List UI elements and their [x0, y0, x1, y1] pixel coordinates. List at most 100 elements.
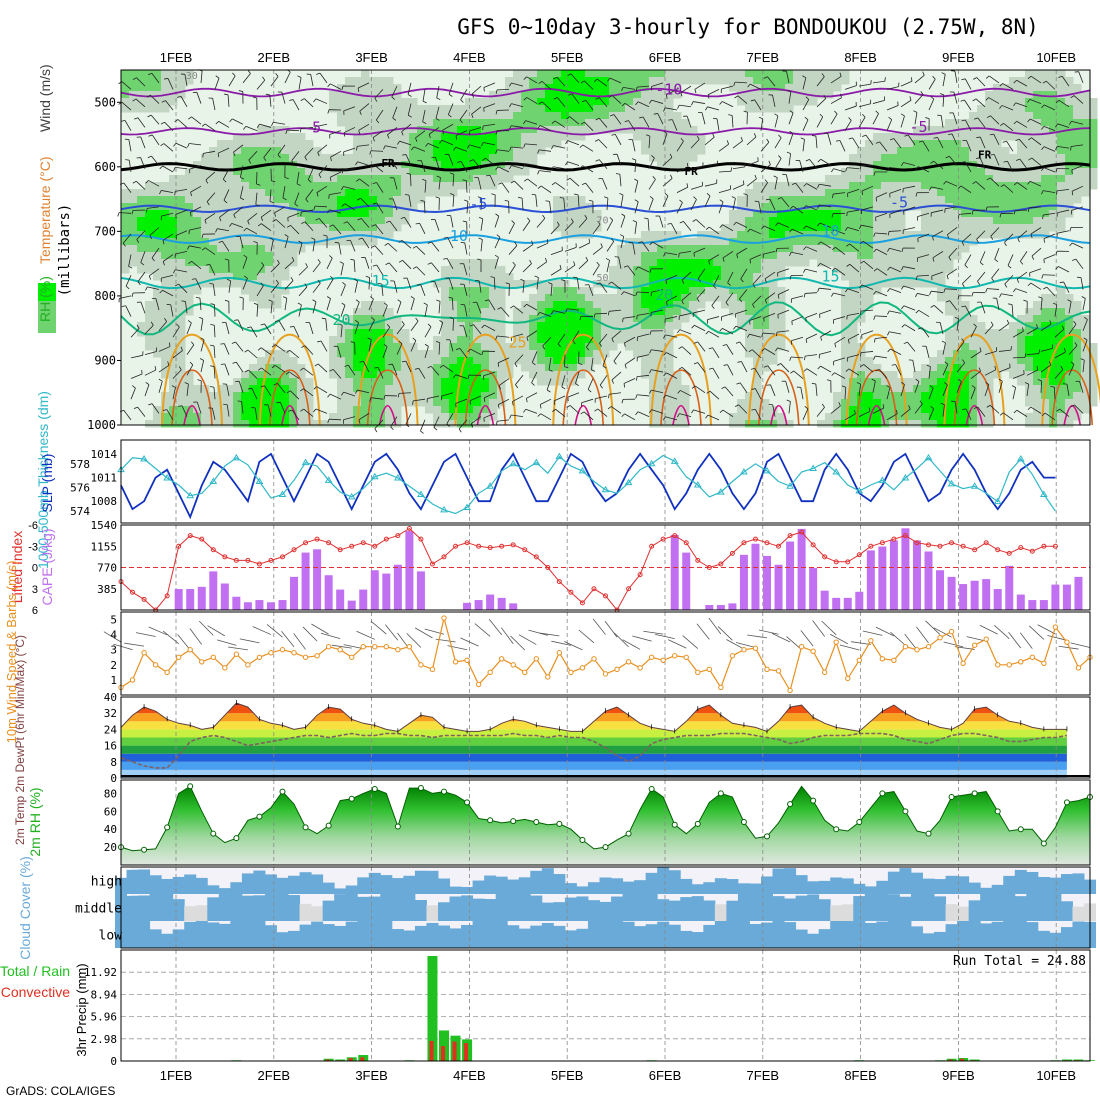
wind-barb	[497, 419, 510, 422]
rh-cell	[353, 105, 362, 113]
wind-barb	[186, 383, 189, 397]
rh-cell	[857, 245, 866, 253]
wind-barb	[140, 157, 146, 169]
rh-cell	[273, 147, 282, 155]
wind-barb-flag	[372, 202, 377, 205]
rh-cell	[1057, 315, 1066, 323]
rh-cell	[385, 350, 394, 358]
rh-cell	[1033, 217, 1042, 225]
rh-cell	[561, 378, 570, 386]
rh-cell	[233, 231, 242, 239]
rh-cell	[841, 189, 850, 197]
rh-cell	[769, 98, 778, 106]
wind-barb	[436, 86, 440, 98]
wind-barb	[317, 144, 328, 153]
rh-cell	[993, 196, 1002, 204]
rh-cell	[369, 133, 378, 141]
rh-cell	[129, 189, 138, 197]
rh-cell	[849, 231, 858, 239]
wind-barb	[332, 369, 342, 379]
rh-cell	[969, 147, 978, 155]
rh-cell	[833, 259, 842, 267]
rh-cell	[385, 371, 394, 379]
rh-cell	[457, 175, 466, 183]
rh-cell	[417, 196, 426, 204]
rh-cell	[985, 420, 994, 428]
rh-cell	[665, 133, 674, 141]
wind-barb	[548, 357, 552, 370]
wind-barb	[483, 82, 496, 88]
rh-cell	[881, 259, 890, 267]
wind-barb	[549, 201, 552, 214]
wind-barb-flag	[312, 299, 317, 303]
rh-cell	[481, 420, 490, 428]
rh-cell	[953, 196, 962, 204]
rh-cell	[1017, 371, 1026, 379]
rh-cell	[393, 399, 402, 407]
rh-cell	[593, 357, 602, 365]
rh-cell	[217, 154, 226, 162]
rh-cell	[193, 161, 202, 169]
wind-barb	[212, 98, 216, 111]
rh-cell	[665, 70, 674, 78]
rh-cell	[265, 378, 274, 386]
rh-cell	[1057, 182, 1066, 190]
rh-cell	[665, 294, 674, 302]
rh-cell	[545, 280, 554, 288]
rh-cell	[225, 224, 234, 232]
rh-cell	[265, 413, 274, 421]
rh-cell	[825, 420, 834, 428]
rh-cell	[1041, 140, 1050, 148]
rh-cell	[713, 280, 722, 288]
rh-cell	[729, 252, 738, 260]
rh-cell	[353, 315, 362, 323]
rh-cell	[641, 238, 650, 246]
wind-barb	[406, 277, 412, 290]
rh-cell	[1065, 357, 1074, 365]
wind-barb	[555, 408, 566, 417]
rh-cell	[865, 217, 874, 225]
rh-cell	[217, 182, 226, 190]
rh-cell	[625, 266, 634, 274]
rh-cell	[673, 420, 682, 428]
wind-barb-flag	[134, 117, 139, 120]
rh-cell	[217, 280, 226, 288]
rh-cell	[1017, 196, 1026, 204]
rh-cell	[873, 140, 882, 148]
rh-cell	[441, 413, 450, 421]
rh-cell	[481, 168, 490, 176]
wind-barb-flag	[551, 310, 554, 315]
rh-cell	[937, 266, 946, 274]
rh-cell	[873, 245, 882, 253]
wind-barb	[494, 257, 499, 269]
rh-cell	[233, 399, 242, 407]
rh-cell	[985, 413, 994, 421]
rh-cell	[953, 413, 962, 421]
rh-cell	[169, 420, 178, 428]
rh-cell	[833, 189, 842, 197]
wind-barb	[121, 81, 132, 90]
rh-cell	[209, 161, 218, 169]
rh-cell	[273, 238, 282, 246]
rh-cell	[545, 301, 554, 309]
wind-barb	[200, 70, 203, 83]
rh-cell	[377, 140, 386, 148]
rh-cell	[505, 350, 514, 358]
rh-cell	[985, 98, 994, 106]
rh-cell	[649, 315, 658, 323]
wind-barb	[480, 198, 483, 211]
rh-cell	[1073, 105, 1082, 113]
rh-cell	[969, 126, 978, 134]
rh-cell	[1081, 126, 1090, 134]
rh-cell	[649, 371, 658, 379]
wind-barb-flag	[534, 275, 539, 278]
rh-cell	[681, 308, 690, 316]
rh-cell	[1033, 70, 1042, 78]
rh-cell	[649, 154, 658, 162]
rh-cell	[249, 385, 258, 393]
wind-barb-flag	[401, 131, 404, 136]
rh-cell	[457, 259, 466, 267]
wind-barb	[470, 348, 482, 355]
wind-barb	[464, 304, 468, 317]
wind-barb-flag	[374, 367, 379, 369]
